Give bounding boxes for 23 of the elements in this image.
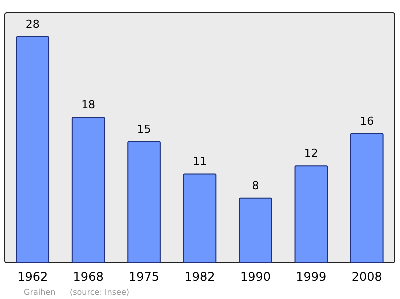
bar (350, 133, 384, 264)
data-label: 15 (137, 122, 152, 136)
data-label: 12 (304, 147, 318, 160)
bar (128, 141, 161, 264)
data-label: 18 (82, 98, 96, 112)
x-tick-label: 1962 (18, 270, 48, 284)
x-tick-label: 1990 (240, 270, 271, 284)
text: (source: Insee) (70, 288, 130, 297)
data-label: 28 (26, 18, 40, 31)
bar (183, 174, 217, 264)
x-tick-label: 1999 (296, 270, 327, 284)
x-tick-label: 1982 (184, 270, 216, 284)
bar (294, 166, 328, 264)
bar (239, 198, 272, 264)
data-label: 8 (252, 179, 260, 192)
bar (16, 36, 50, 264)
x-tick-label: 1968 (73, 270, 104, 284)
bar (72, 117, 106, 264)
text: Graihen (24, 288, 56, 297)
x-tick-label: 2008 (352, 270, 382, 284)
data-label: 11 (193, 155, 207, 168)
data-label: 16 (360, 114, 374, 128)
x-tick-label: 1975 (129, 270, 160, 284)
